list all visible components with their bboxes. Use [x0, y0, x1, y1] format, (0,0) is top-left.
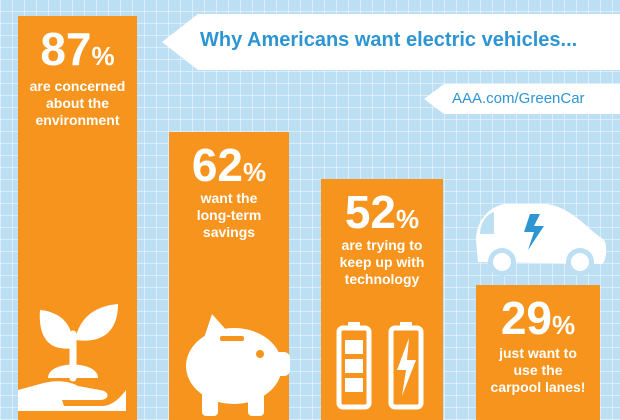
page-title: Why Americans want electric vehicles...	[200, 29, 578, 51]
value-label-technology: 52%	[344, 186, 420, 238]
value-label-environment: 87%	[40, 23, 115, 75]
bar-environment	[18, 16, 137, 420]
caption-technology: are trying to keep up with technology	[339, 237, 425, 287]
value-label-carpool: 29%	[500, 292, 576, 344]
source-link[interactable]: AAA.com/GreenCar	[452, 90, 585, 107]
caption-savings: want the long-term savings	[196, 190, 262, 240]
source-tag	[424, 84, 620, 114]
caption-carpool: just want to use the carpool lanes!	[490, 345, 586, 395]
plant-in-hand-icon	[18, 304, 126, 411]
charging-battery-icon	[388, 322, 424, 410]
title-banner	[162, 14, 620, 70]
electric-car-icon	[476, 204, 607, 276]
bar-carpool	[476, 285, 600, 420]
piggy-bank-icon	[186, 314, 290, 416]
value-label-savings: 62%	[191, 139, 267, 191]
caption-environment: are concerned about the environment	[29, 78, 126, 128]
battery-icon	[336, 322, 372, 410]
